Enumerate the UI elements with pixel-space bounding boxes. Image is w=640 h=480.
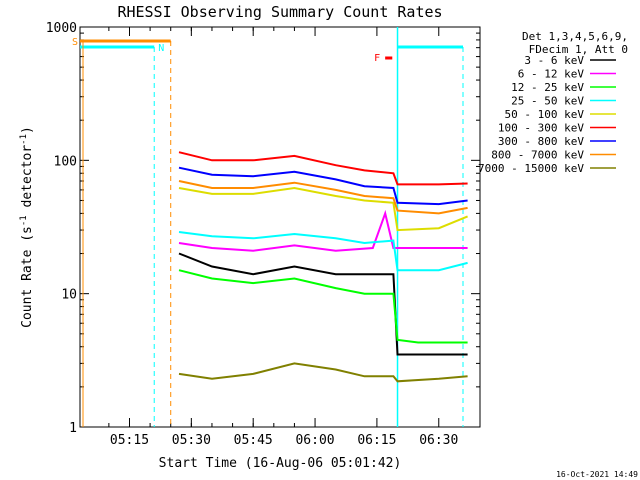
legend-label: 100 - 300 keV: [498, 122, 584, 135]
legend-label: 3 - 6 keV: [524, 54, 584, 67]
y-axis-label-end: ): [20, 126, 35, 134]
y-axis-label-sup2: -1: [19, 134, 29, 145]
legend-header-2: FDecim 1, Att 0: [529, 43, 628, 56]
y-tick-label: 100: [54, 154, 77, 169]
series-line: [178, 252, 468, 356]
y-tick-label: 1000: [46, 21, 77, 36]
flare-flag-label: F: [374, 53, 380, 64]
y-axis-label-main: Count Rate (s: [20, 226, 35, 328]
series-line: [178, 151, 468, 186]
legend-label: 7000 - 15000 keV: [478, 162, 584, 175]
x-tick-label: 06:15: [357, 433, 396, 448]
x-tick-label: 06:00: [295, 433, 334, 448]
series-line: [178, 180, 468, 215]
axes-layer: 05:15 05:30 05:45 06:00 06:15 06:30 1000 100 10 1: [46, 21, 480, 448]
overlay-layer: S N F: [72, 27, 464, 427]
y-tick-label: 10: [61, 288, 77, 303]
x-tick-label: 05:45: [234, 433, 273, 448]
night-flag-label: N: [158, 43, 164, 54]
x-tick-label: 05:30: [172, 433, 211, 448]
y-axis-label-mid: detector: [20, 145, 35, 216]
y-tick-label: 1: [69, 421, 77, 436]
y-axis-label: Count Rate (s-1 detector-1): [19, 126, 35, 328]
saa-flag-label: S: [72, 37, 78, 48]
legend-label: 300 - 800 keV: [498, 135, 584, 148]
legend-label: 50 - 100 keV: [505, 108, 585, 121]
chart-title: RHESSI Observing Summary Count Rates: [117, 3, 442, 21]
series-line: [178, 269, 468, 344]
series-line: [178, 209, 468, 252]
series-line: [178, 166, 468, 206]
y-axis-label-sup1: -1: [19, 215, 29, 226]
x-axis-label: Start Time (16-Aug-06 05:01:42): [159, 456, 402, 471]
legend-label: 12 - 25 keV: [511, 81, 584, 94]
series-line: [178, 231, 468, 272]
legend-label: 800 - 7000 keV: [491, 149, 584, 162]
x-tick-label: 05:15: [110, 433, 149, 448]
footer-timestamp: 16-Oct-2021 14:49: [556, 470, 638, 479]
x-tick-label: 06:30: [419, 433, 458, 448]
legend-label: 6 - 12 keV: [518, 68, 585, 81]
series-line: [178, 186, 468, 232]
plot-frame: [79, 26, 481, 428]
series-line: [178, 362, 468, 383]
legend-header-1: Det 1,3,4,5,6,9,: [522, 30, 628, 43]
series-layer: [178, 151, 468, 383]
legend-label: 25 - 50 keV: [511, 95, 584, 108]
